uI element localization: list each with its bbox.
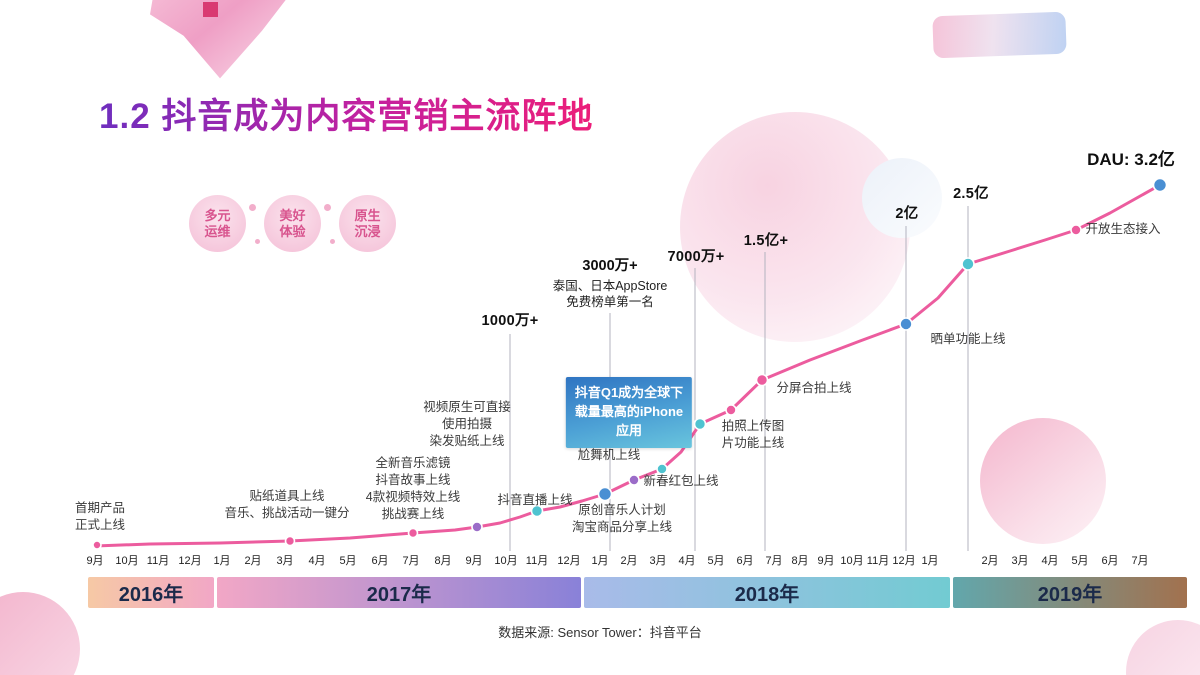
- annotation-event-2: 全新音乐滤镜 抖音故事上线 4款视频特效上线 挑战赛上线: [365, 456, 461, 521]
- annotation-event-8: 尬舞机上线: [577, 448, 641, 462]
- year-band-2017: 2017年: [217, 577, 581, 608]
- decorative-circle-large: [680, 112, 910, 342]
- month-label: 8月: [791, 555, 809, 567]
- month-label: 3月: [276, 555, 294, 567]
- decorative-square: [203, 2, 218, 17]
- annotation-event-18: 开放生态接入: [1085, 222, 1161, 236]
- data-point: [284, 535, 296, 547]
- data-point: [656, 463, 668, 475]
- month-label: 4月: [1041, 555, 1059, 567]
- month-label: 6月: [736, 555, 754, 567]
- decorative-dot: [255, 239, 260, 244]
- month-label: 8月: [434, 555, 452, 567]
- decorative-circle-right: [980, 418, 1106, 544]
- annotation-milestone-4: 1000万+: [481, 313, 539, 329]
- decorative-circle-light: [862, 158, 942, 238]
- data-point: [628, 474, 640, 486]
- month-label: 4月: [678, 555, 696, 567]
- slide-title: 1.2 抖音成为内容营销主流阵地: [99, 88, 593, 139]
- month-label: 1月: [213, 555, 231, 567]
- annotation-event-9: 新春红包上线: [643, 474, 719, 488]
- month-label: 9月: [817, 555, 835, 567]
- month-label: 4月: [308, 555, 326, 567]
- month-label: 12月: [557, 555, 581, 567]
- data-point: [755, 373, 769, 387]
- month-label: 11月: [866, 555, 890, 567]
- year-band-2016: 2016年: [88, 577, 214, 608]
- value-badge-1: 多元 运维: [189, 195, 246, 252]
- value-badge-3: 原生 沉浸: [339, 195, 396, 252]
- month-label: 5月: [707, 555, 725, 567]
- data-point: [407, 527, 419, 539]
- month-axis: 9月 10月 11月 12月 1月 2月 3月 4月 5月 6月 7月 8月 9月 10月 11月 12月 1月…: [0, 552, 1200, 568]
- data-point: [1070, 224, 1082, 236]
- decorative-dot: [324, 204, 331, 211]
- decorative-dot: [330, 239, 335, 244]
- data-point: [530, 504, 544, 518]
- annotation-event-5: 抖音直播上线: [497, 493, 573, 507]
- year-band-2018: 2018年: [584, 577, 950, 608]
- month-label: 2月: [981, 555, 999, 567]
- data-point: [1152, 177, 1168, 193]
- month-label: 7月: [765, 555, 783, 567]
- annotation-event-1: 贴纸道具上线 音乐、挑战活动一键分: [224, 489, 350, 520]
- annotation-milestone-group-6: 3000万+ 泰国、日本AppStore 免费榜单第一名: [552, 258, 668, 310]
- month-label: 7月: [402, 555, 420, 567]
- annotation-milestone-7: 7000万+: [667, 249, 725, 265]
- annotation-event-3: 视频原生可直接 使用拍摄 染发贴纸上线: [423, 400, 511, 448]
- month-label: 2月: [620, 555, 638, 567]
- month-label: 12月: [178, 555, 202, 567]
- month-label: 5月: [1071, 555, 1089, 567]
- annotation-event-12: 拍照上传图 片功能上线: [721, 419, 785, 450]
- annotation-event-0: 首期产品 正式上线: [74, 501, 126, 532]
- annotation-milestone-17: 2.5亿: [953, 186, 989, 202]
- annotation-event-10: 原创音乐人计划 淘宝商品分享上线: [571, 503, 673, 534]
- data-point: [725, 404, 737, 416]
- annotation-event-16: 晒单功能上线: [930, 332, 1006, 346]
- month-label: 10月: [840, 555, 864, 567]
- month-label: 6月: [1101, 555, 1119, 567]
- month-label: 11月: [525, 555, 549, 567]
- month-label: 12月: [892, 555, 916, 567]
- data-point: [961, 257, 975, 271]
- value-badge-2: 美好 体验: [264, 195, 321, 252]
- month-label: 5月: [339, 555, 357, 567]
- data-point: [471, 521, 483, 533]
- data-point: [899, 317, 913, 331]
- annotation-event-14: 分屏合拍上线: [776, 381, 852, 395]
- decorative-dot: [249, 204, 256, 211]
- annotation-milestone-13: 1.5亿+: [743, 233, 789, 249]
- annotation-milestone-15: 2亿: [895, 206, 919, 222]
- month-label: 1月: [591, 555, 609, 567]
- growth-line: [93, 183, 1162, 548]
- month-label: 9月: [86, 555, 104, 567]
- dau-label: DAU: 3.2亿: [1087, 150, 1175, 169]
- month-label: 6月: [371, 555, 389, 567]
- month-label: 3月: [649, 555, 667, 567]
- annotation-callout-11: 抖音Q1成为全球下 载量最高的iPhone 应用: [565, 377, 693, 448]
- month-label: 3月: [1011, 555, 1029, 567]
- month-label: 10月: [115, 555, 139, 567]
- month-label: 2月: [244, 555, 262, 567]
- month-label: 11月: [146, 555, 170, 567]
- month-label: 1月: [921, 555, 939, 567]
- data-point: [92, 540, 102, 550]
- month-label: 9月: [465, 555, 483, 567]
- month-label: 7月: [1131, 555, 1149, 567]
- data-point: [597, 486, 613, 502]
- data-source: 数据来源: Sensor Tower：抖音平台: [498, 625, 702, 640]
- month-label: 10月: [494, 555, 518, 567]
- year-band-2019: 2019年: [953, 577, 1187, 608]
- data-point: [693, 417, 707, 431]
